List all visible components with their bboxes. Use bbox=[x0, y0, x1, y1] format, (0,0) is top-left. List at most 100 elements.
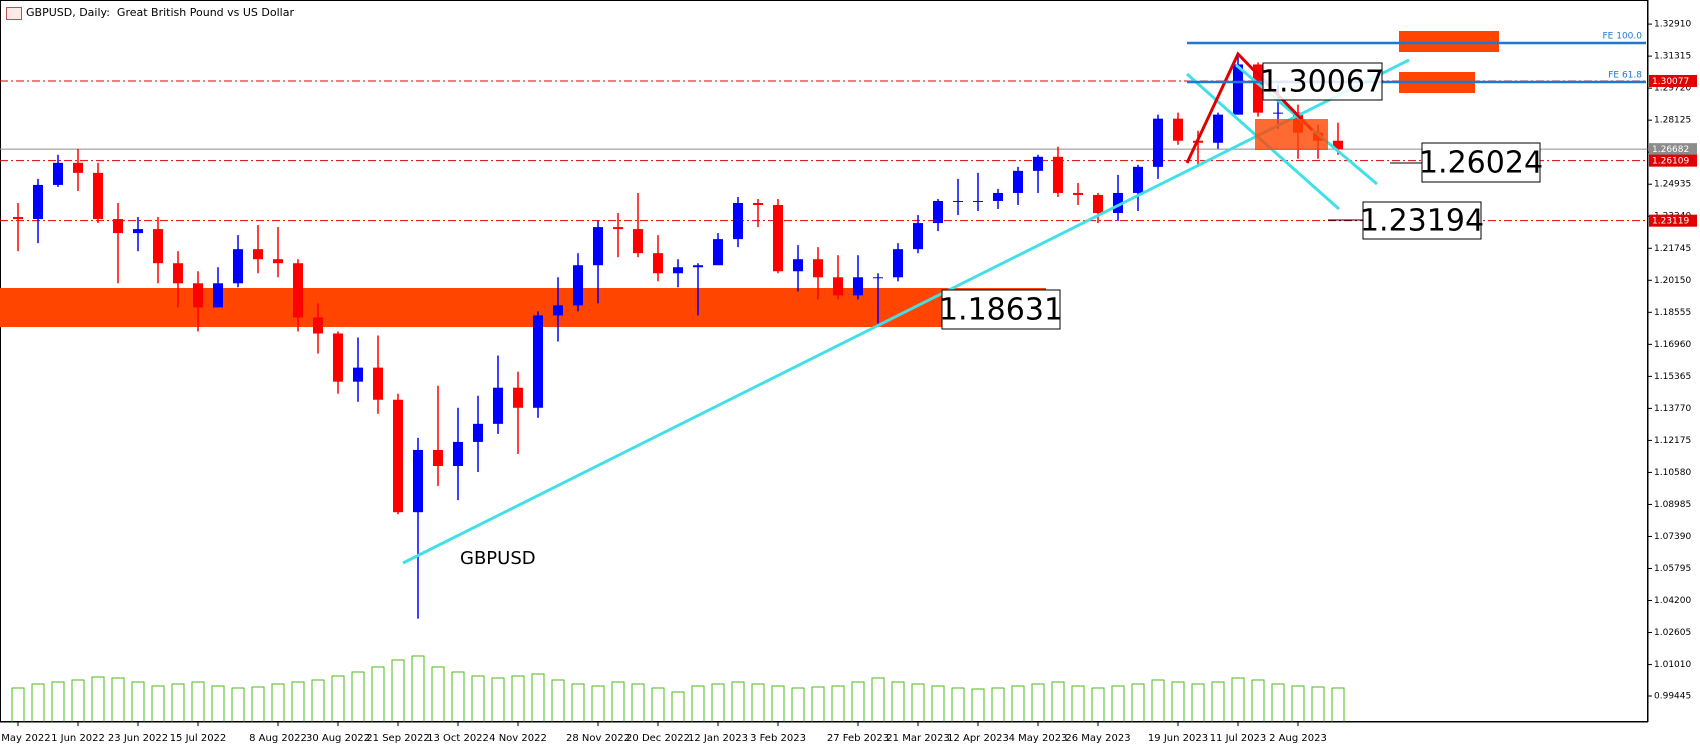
price-box bbox=[941, 289, 1061, 330]
price-badge-label: 1.23119 bbox=[1652, 217, 1689, 227]
candle-body bbox=[253, 249, 263, 260]
zone bbox=[1399, 31, 1499, 52]
symbol-label: GBPUSD bbox=[460, 548, 536, 569]
candle-body bbox=[833, 277, 843, 296]
price-badge-label: 1.30077 bbox=[1652, 77, 1689, 87]
candle-body bbox=[1333, 140, 1343, 150]
candle-body bbox=[233, 249, 243, 284]
candle-body bbox=[1273, 112, 1283, 114]
y-tick-label: 1.08985 bbox=[1654, 500, 1691, 510]
candle-body bbox=[373, 367, 383, 400]
levels bbox=[0, 80, 1648, 222]
y-tick-label: 1.31315 bbox=[1654, 52, 1691, 62]
candle-body bbox=[273, 259, 283, 264]
y-tick-label: 1.20150 bbox=[1654, 276, 1691, 286]
x-tick-label: 30 Aug 2022 bbox=[306, 733, 370, 744]
price-callout: 1.30067 bbox=[1260, 65, 1384, 100]
candle-body bbox=[293, 263, 303, 318]
y-tick-label: 1.28125 bbox=[1654, 116, 1691, 126]
y-tick-label: 1.12175 bbox=[1654, 436, 1691, 446]
x-tick-label: 15 Jul 2022 bbox=[170, 733, 227, 744]
candle-body bbox=[1233, 64, 1243, 115]
candle-body bbox=[1213, 114, 1223, 143]
time-axis-bg bbox=[0, 723, 1648, 752]
candle-body bbox=[13, 217, 23, 220]
y-tick-label: 1.10580 bbox=[1654, 468, 1691, 478]
x-tick-label: 12 Jan 2023 bbox=[688, 733, 748, 744]
plot-frame bbox=[0, 0, 1648, 722]
candle-body bbox=[693, 265, 703, 268]
x-tick-label: 20 Dec 2022 bbox=[626, 733, 690, 744]
y-tick-label: 1.29720 bbox=[1654, 84, 1691, 94]
y-tick-label: 1.04200 bbox=[1654, 596, 1691, 606]
price-badge bbox=[1649, 143, 1697, 156]
candle-body bbox=[813, 259, 823, 278]
trend-line bbox=[402, 58, 1410, 565]
y-tick-label: 0.99445 bbox=[1654, 691, 1691, 701]
candle-body bbox=[193, 283, 203, 308]
candle-body bbox=[133, 229, 143, 234]
candle-body bbox=[993, 192, 1003, 201]
candle-body bbox=[53, 162, 63, 185]
x-tick-label: 21 Mar 2023 bbox=[886, 733, 949, 744]
y-tick-label: 1.18555 bbox=[1654, 308, 1691, 318]
candle-body bbox=[93, 172, 103, 220]
candles bbox=[13, 54, 1343, 619]
candle-body bbox=[513, 387, 523, 408]
x-tick-label: 10 May 2022 bbox=[0, 733, 51, 744]
chart-title: GBPUSD, Daily: Great British Pound vs US… bbox=[26, 6, 294, 19]
candle-body bbox=[433, 449, 443, 467]
candle-body bbox=[713, 239, 723, 266]
x-tick-label: 21 Sep 2022 bbox=[366, 733, 429, 744]
candle-body bbox=[553, 305, 563, 316]
x-tick-label: 1 Jun 2022 bbox=[51, 733, 105, 744]
price-badge bbox=[1649, 154, 1697, 167]
candle-body bbox=[533, 315, 543, 408]
price-badge bbox=[1649, 214, 1697, 227]
candle-body bbox=[1053, 156, 1063, 193]
y-tick-label: 1.21745 bbox=[1654, 244, 1691, 254]
candle-body bbox=[613, 227, 623, 230]
x-tick-label: 11 Jul 2023 bbox=[1210, 733, 1267, 744]
candle-body bbox=[933, 200, 943, 224]
x-tick-label: 23 Jun 2022 bbox=[108, 733, 168, 744]
x-tick-label: 4 Nov 2022 bbox=[489, 733, 547, 744]
candle-body bbox=[353, 367, 363, 382]
x-tick-label: 2 Aug 2023 bbox=[1269, 733, 1327, 744]
candle-body bbox=[1113, 192, 1123, 214]
candle-body bbox=[1253, 64, 1263, 113]
candle-body bbox=[313, 317, 323, 334]
x-tick-label: 19 Jun 2023 bbox=[1148, 733, 1208, 744]
candle-body bbox=[793, 259, 803, 272]
zone bbox=[1255, 119, 1328, 150]
price-callout: 1.18631 bbox=[939, 293, 1063, 328]
x-tick-label: 12 Apr 2023 bbox=[947, 733, 1009, 744]
candle-body bbox=[973, 200, 983, 202]
candle-body bbox=[953, 200, 963, 202]
candle-body bbox=[853, 277, 863, 296]
price-callout: 1.26024 bbox=[1419, 146, 1543, 181]
candle-body bbox=[1033, 156, 1043, 171]
candle-body bbox=[673, 267, 683, 274]
candle-body bbox=[473, 423, 483, 442]
y-tick-label: 1.07390 bbox=[1654, 532, 1691, 542]
candle-body bbox=[1153, 118, 1163, 167]
x-tick-label: 28 Nov 2022 bbox=[566, 733, 630, 744]
x-tick-label: 27 Feb 2023 bbox=[827, 733, 889, 744]
candle-body bbox=[113, 219, 123, 234]
price-badge-label: 1.26682 bbox=[1652, 145, 1689, 155]
price-badge-label: 1.26109 bbox=[1652, 157, 1689, 167]
candle-body bbox=[1073, 192, 1083, 195]
candle-body bbox=[633, 229, 643, 254]
candle-body bbox=[453, 441, 463, 467]
price-box bbox=[1262, 62, 1383, 101]
y-tick-label: 1.15365 bbox=[1654, 372, 1691, 382]
zigzag bbox=[1185, 51, 1314, 164]
price-callout: 1.23194 bbox=[1360, 204, 1484, 239]
y-tick-label: 1.13770 bbox=[1654, 404, 1691, 414]
x-tick-label: 4 May 2023 bbox=[1009, 733, 1068, 744]
x-tick-label: 3 Feb 2023 bbox=[750, 733, 806, 744]
